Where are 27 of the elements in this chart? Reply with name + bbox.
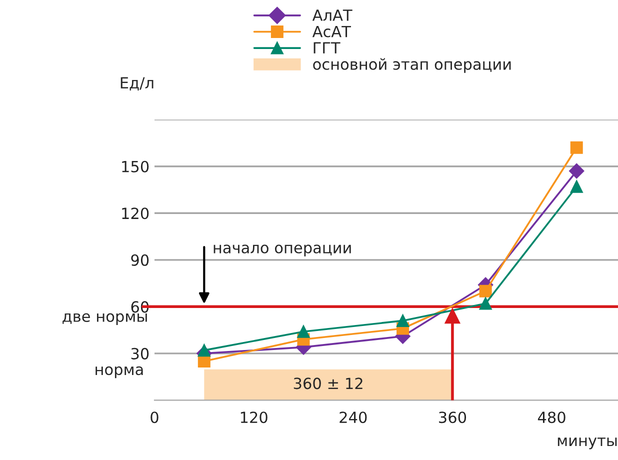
point xyxy=(570,180,583,193)
x-tick-label: 120 xyxy=(240,412,268,424)
y-tick-label: 90 xyxy=(131,254,149,266)
y-tick-label: 120 xyxy=(122,208,149,220)
point xyxy=(396,314,410,327)
point xyxy=(479,297,492,310)
x-tick-label: 0 xyxy=(150,412,158,424)
point xyxy=(479,284,492,298)
legend-label: АлАТ xyxy=(312,10,352,21)
x-tick-label: 240 xyxy=(340,412,367,424)
point xyxy=(297,325,310,338)
point xyxy=(198,344,210,357)
annotation: 360 ± 12 xyxy=(294,378,362,390)
y-tick-label: 30 xyxy=(131,348,149,360)
text: норма xyxy=(96,366,143,378)
annotation: начало операции xyxy=(214,244,351,256)
point xyxy=(569,163,584,179)
x-axis-title: минуты xyxy=(558,437,617,450)
y-tick-label: 150 xyxy=(122,160,149,172)
y-axis-title: Ед/л xyxy=(120,77,154,90)
ref-line-label: две нормы xyxy=(62,313,147,325)
legend-label: АсАТ xyxy=(312,26,351,38)
x-tick-label: 480 xyxy=(538,412,566,424)
legend-label: основной этап операции xyxy=(313,58,511,73)
point xyxy=(570,141,583,154)
x-tick-label: 360 xyxy=(439,412,466,424)
legend-label: ГГТ xyxy=(314,42,340,54)
